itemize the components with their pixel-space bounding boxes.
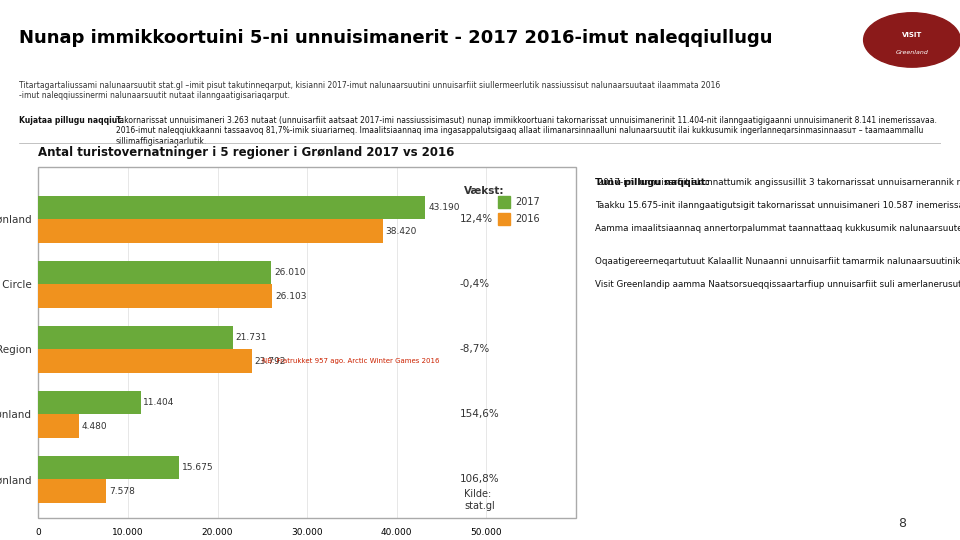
Text: Titartagartaliussami nalunaarsuutit stat.gl –imit pisut takutinneqarput, kisiann: Titartagartaliussami nalunaarsuutit stat… (19, 80, 720, 100)
Bar (38, 285, 273, 308)
Text: 106,8%: 106,8% (460, 475, 499, 484)
Bar (38, 391, 140, 414)
Text: VISIT: VISIT (901, 32, 923, 38)
Bar (38, 219, 383, 243)
Text: Visit Greenlandip aamma Naatsorsueqqissaartarfiup unnuisarfiit suli amerlanerusu: Visit Greenlandip aamma Naatsorsueqqissa… (595, 280, 960, 289)
Text: 2017-imi unnuisarfiit akunnattumik angissusillit 3 takornarissat unnuisarneranni: 2017-imi unnuisarfiit akunnattumik angis… (595, 178, 960, 187)
Text: Takornarissat unnuisimaneri 3.263 nutaat (unnuisarfiit aatsaat 2017-imi nassiuss: Takornarissat unnuisimaneri 3.263 nutaat… (116, 116, 937, 146)
Text: 2016: 2016 (516, 214, 540, 225)
Text: Taakku 15.675-init ilanngaatigutsigit takornarissat unnuisimaneri 10.587 inemeri: Taakku 15.675-init ilanngaatigutsigit ta… (595, 201, 960, 210)
Text: 2017: 2017 (516, 198, 540, 207)
Text: 26.010: 26.010 (275, 268, 305, 277)
Text: NB: Fratrukket 957 ago. Arctic Winter Games 2016: NB: Fratrukket 957 ago. Arctic Winter Ga… (262, 358, 440, 364)
Text: Kujataa pillugu naqqiut:: Kujataa pillugu naqqiut: (19, 116, 124, 125)
Text: Antal turistovernatninger i 5 regioner i Grønland 2017 vs 2016: Antal turistovernatninger i 5 regioner i… (38, 146, 455, 159)
Text: Vækst:: Vækst: (464, 186, 505, 195)
Text: 12,4%: 12,4% (460, 214, 492, 225)
Text: 43.190: 43.190 (428, 203, 460, 212)
Text: 154,6%: 154,6% (460, 409, 499, 420)
Text: 11.404: 11.404 (143, 398, 175, 407)
Bar (38, 349, 252, 373)
Bar (38, 456, 179, 480)
Text: Greenland: Greenland (896, 50, 928, 56)
Text: 15.675: 15.675 (181, 463, 213, 472)
Text: Aamma imaalitsiaannaq annertorpalummat taannattaaq kukkusumik nalunaarsuuteqarsi: Aamma imaalitsiaannaq annertorpalummat t… (595, 224, 960, 233)
Text: 23.792: 23.792 (254, 356, 286, 366)
Text: Oqaatigereerneqartutuut Kalaallit Nunaanni unnuisarfiit tamarmik nalunaarsuutini: Oqaatigereerneqartutuut Kalaallit Nunaan… (595, 257, 960, 266)
Text: Nunap immikkoortuini 5-ni unnuisimanerit - 2017 2016-imut naleqqiullugu: Nunap immikkoortuini 5-ni unnuisimanerit… (19, 29, 773, 47)
Bar (38, 326, 233, 349)
Bar (38, 414, 79, 438)
Text: 7.578: 7.578 (109, 487, 134, 496)
Text: -0,4%: -0,4% (460, 279, 490, 289)
Text: -8,7%: -8,7% (460, 345, 490, 354)
Text: Kilde:
stat.gl: Kilde: stat.gl (464, 489, 494, 511)
Text: 38.420: 38.420 (385, 227, 417, 235)
Text: Tunu pillugu naqqiut:: Tunu pillugu naqqiut: (595, 178, 709, 187)
Bar (38, 261, 272, 285)
Text: 4.480: 4.480 (82, 422, 107, 430)
Bar (38, 196, 425, 219)
Text: 8: 8 (899, 517, 906, 530)
Bar (38, 480, 107, 503)
Text: 21.731: 21.731 (236, 333, 267, 342)
Text: 26.103: 26.103 (275, 292, 306, 301)
Circle shape (864, 13, 960, 67)
